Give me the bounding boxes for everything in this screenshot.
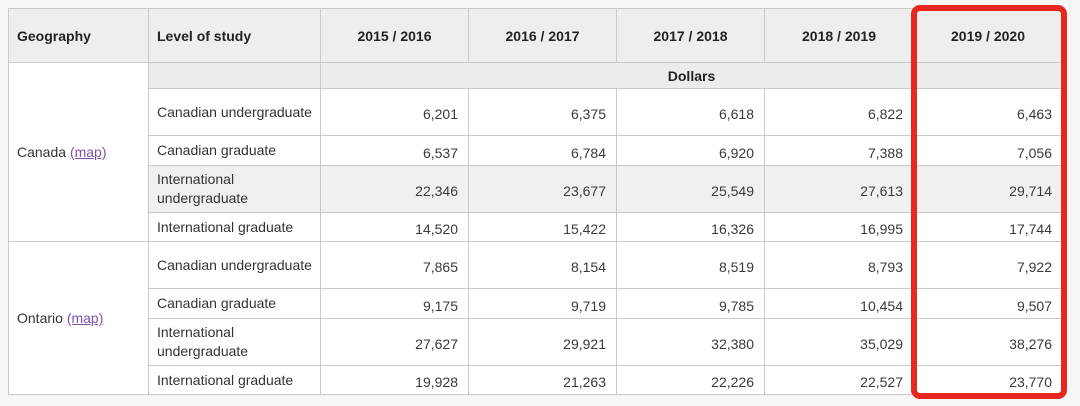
table-row: Canadian graduate 9,175 9,719 9,785 10,4…: [9, 288, 1063, 319]
table-row: International graduate 19,928 21,263 22,…: [9, 365, 1063, 395]
year-column-header-2016-2017: 2016 / 2017: [468, 8, 617, 63]
value-cell: 21,263: [468, 365, 617, 395]
header-row: Geography Level of study 2015 / 2016 201…: [8, 8, 1063, 63]
value-cell: 15,422: [468, 212, 617, 242]
value-cell: 27,627: [320, 318, 469, 366]
value-cell-highlighted: 29,714: [913, 165, 1063, 213]
geography-label: Canada: [17, 144, 67, 160]
level-of-study-cell: Canadian graduate: [148, 135, 321, 166]
value-cell: 9,785: [616, 288, 765, 319]
value-cell: 16,326: [616, 212, 765, 242]
table-row: Canadian graduate 6,537 6,784 6,920 7,38…: [9, 135, 1063, 166]
canada-map-link[interactable]: (map): [69, 144, 107, 160]
value-cell: 7,388: [764, 135, 914, 166]
level-of-study-cell: International graduate: [148, 212, 321, 242]
tuition-by-level-table: Geography Level of study 2015 / 2016 201…: [8, 8, 1063, 395]
value-cell: 7,865: [320, 241, 469, 289]
value-cell: 27,613: [764, 165, 914, 213]
value-cell: 6,375: [468, 88, 617, 136]
year-column-header-2017-2018: 2017 / 2018: [616, 8, 765, 63]
geography-cell-canada: Canada (map): [8, 62, 149, 242]
value-cell: 25,549: [616, 165, 765, 213]
geography-cell-ontario: Ontario (map): [8, 241, 149, 395]
value-cell: 29,921: [468, 318, 617, 366]
value-cell: 6,920: [616, 135, 765, 166]
geography-label: Ontario: [17, 310, 63, 326]
level-of-study-column-header: Level of study: [148, 8, 321, 63]
value-cell: 22,527: [764, 365, 914, 395]
value-cell: 22,226: [616, 365, 765, 395]
table-row-shaded: International undergraduate 22,346 23,67…: [9, 165, 1063, 213]
value-cell: 16,995: [764, 212, 914, 242]
value-cell: 23,677: [468, 165, 617, 213]
value-cell: 6,784: [468, 135, 617, 166]
value-cell-highlighted: 7,056: [913, 135, 1063, 166]
level-of-study-cell: International undergraduate: [148, 165, 321, 213]
value-cell: 9,719: [468, 288, 617, 319]
value-cell-highlighted: 6,463: [913, 88, 1063, 136]
level-of-study-cell: Canadian undergraduate: [148, 88, 321, 136]
table-row: International undergraduate 27,627 29,92…: [9, 318, 1063, 366]
unit-row: Canada (map) Dollars: [8, 62, 1063, 242]
value-cell: 6,618: [616, 88, 765, 136]
level-of-study-cell: International graduate: [148, 365, 321, 395]
tuition-table-container: Geography Level of study 2015 / 2016 201…: [8, 8, 1063, 395]
year-column-header-2015-2016: 2015 / 2016: [320, 8, 469, 63]
value-cell-highlighted: 23,770: [913, 365, 1063, 395]
value-cell-highlighted: 9,507: [913, 288, 1063, 319]
unit-row-blank-cell: [148, 62, 321, 89]
value-cell: 32,380: [616, 318, 765, 366]
value-cell: 14,520: [320, 212, 469, 242]
year-column-header-2019-2020: 2019 / 2020: [913, 8, 1063, 63]
table-row: Canadian undergraduate 6,201 6,375 6,618…: [9, 88, 1063, 136]
value-cell-highlighted: 38,276: [913, 318, 1063, 366]
value-cell: 8,154: [468, 241, 617, 289]
ontario-map-link[interactable]: (map): [66, 310, 104, 326]
value-cell-highlighted: 7,922: [913, 241, 1063, 289]
value-cell: 22,346: [320, 165, 469, 213]
value-cell: 10,454: [764, 288, 914, 319]
value-cell: 19,928: [320, 365, 469, 395]
level-of-study-cell: Canadian undergraduate: [148, 241, 321, 289]
value-cell: 9,175: [320, 288, 469, 319]
year-column-header-2018-2019: 2018 / 2019: [764, 8, 914, 63]
value-cell-highlighted: 17,744: [913, 212, 1063, 242]
value-cell: 6,822: [764, 88, 914, 136]
level-of-study-cell: International undergraduate: [148, 318, 321, 366]
table-row: International graduate 14,520 15,422 16,…: [9, 212, 1063, 242]
level-of-study-cell: Canadian graduate: [148, 288, 321, 319]
geography-column-header: Geography: [8, 8, 149, 63]
table-row: Ontario (map) Canadian undergraduate 7,8…: [8, 241, 1063, 395]
value-cell: 6,537: [320, 135, 469, 166]
value-cell: 6,201: [320, 88, 469, 136]
value-cell: 8,519: [616, 241, 765, 289]
value-cell: 8,793: [764, 241, 914, 289]
unit-label-dollars: Dollars: [320, 62, 1063, 89]
value-cell: 35,029: [764, 318, 914, 366]
